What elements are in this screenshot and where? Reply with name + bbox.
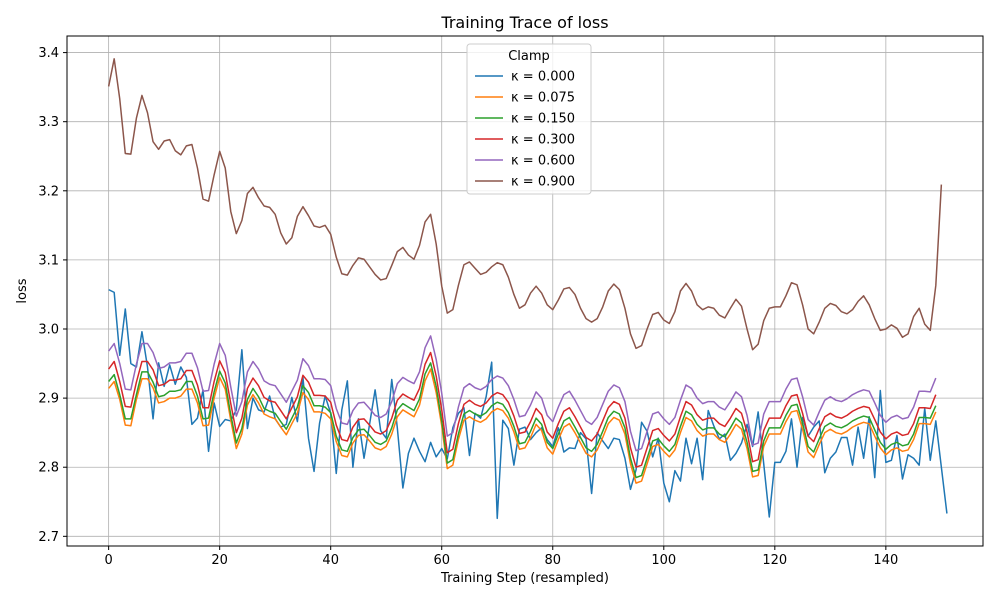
x-axis-title: Training Step (resampled) <box>440 571 609 586</box>
y-tick-label: 2.7 <box>38 530 59 545</box>
legend-label: κ = 0.300 <box>511 133 575 148</box>
y-tick-label: 3.1 <box>38 253 59 268</box>
legend-items: κ = 0.000 κ = 0.075 κ = 0.150 κ = 0.300 κ = … <box>475 70 575 190</box>
y-tick-label: 2.9 <box>38 392 59 407</box>
x-tick-label: 140 <box>873 553 898 568</box>
x-tick-label: 0 <box>104 553 112 568</box>
legend-label: κ = 0.075 <box>511 91 575 106</box>
series-line-2 <box>108 362 937 479</box>
legend-label: κ = 0.900 <box>511 175 575 190</box>
legend: Clamp κ = 0.000 κ = 0.075 κ = 0.150 κ = 0.3… <box>466 43 592 195</box>
y-tick-label: 3.2 <box>38 184 59 199</box>
y-tick-label: 2.8 <box>38 461 59 476</box>
series-line-1 <box>108 368 937 484</box>
x-tick-label: 80 <box>544 553 561 568</box>
x-tick-label: 20 <box>211 553 228 568</box>
x-tick-label: 60 <box>433 553 450 568</box>
x-tick-label: 100 <box>651 553 676 568</box>
y-tick-label: 3.4 <box>38 46 59 61</box>
y-axis-title: loss <box>15 278 30 303</box>
legend-title: Clamp <box>508 49 550 64</box>
series-lines <box>107 58 948 520</box>
legend-label: κ = 0.150 <box>511 112 575 127</box>
x-axis: 0 20 40 60 80 100 120 140 <box>104 546 898 568</box>
chart-title: Training Trace of loss <box>440 13 608 32</box>
series-line-5 <box>107 58 943 351</box>
x-tick-label: 120 <box>762 553 787 568</box>
x-tick-label: 40 <box>322 553 339 568</box>
legend-label: κ = 0.600 <box>511 154 575 169</box>
legend-box <box>466 43 592 195</box>
y-axis: 2.7 2.8 2.9 3.0 3.1 3.2 3.3 3.4 <box>38 46 67 545</box>
y-tick-label: 3.3 <box>38 115 59 130</box>
y-tick-label: 3.0 <box>38 323 59 338</box>
legend-label: κ = 0.000 <box>511 70 575 85</box>
series-line-4 <box>108 335 937 452</box>
plot-frame <box>66 35 984 547</box>
series-line-3 <box>108 351 937 468</box>
